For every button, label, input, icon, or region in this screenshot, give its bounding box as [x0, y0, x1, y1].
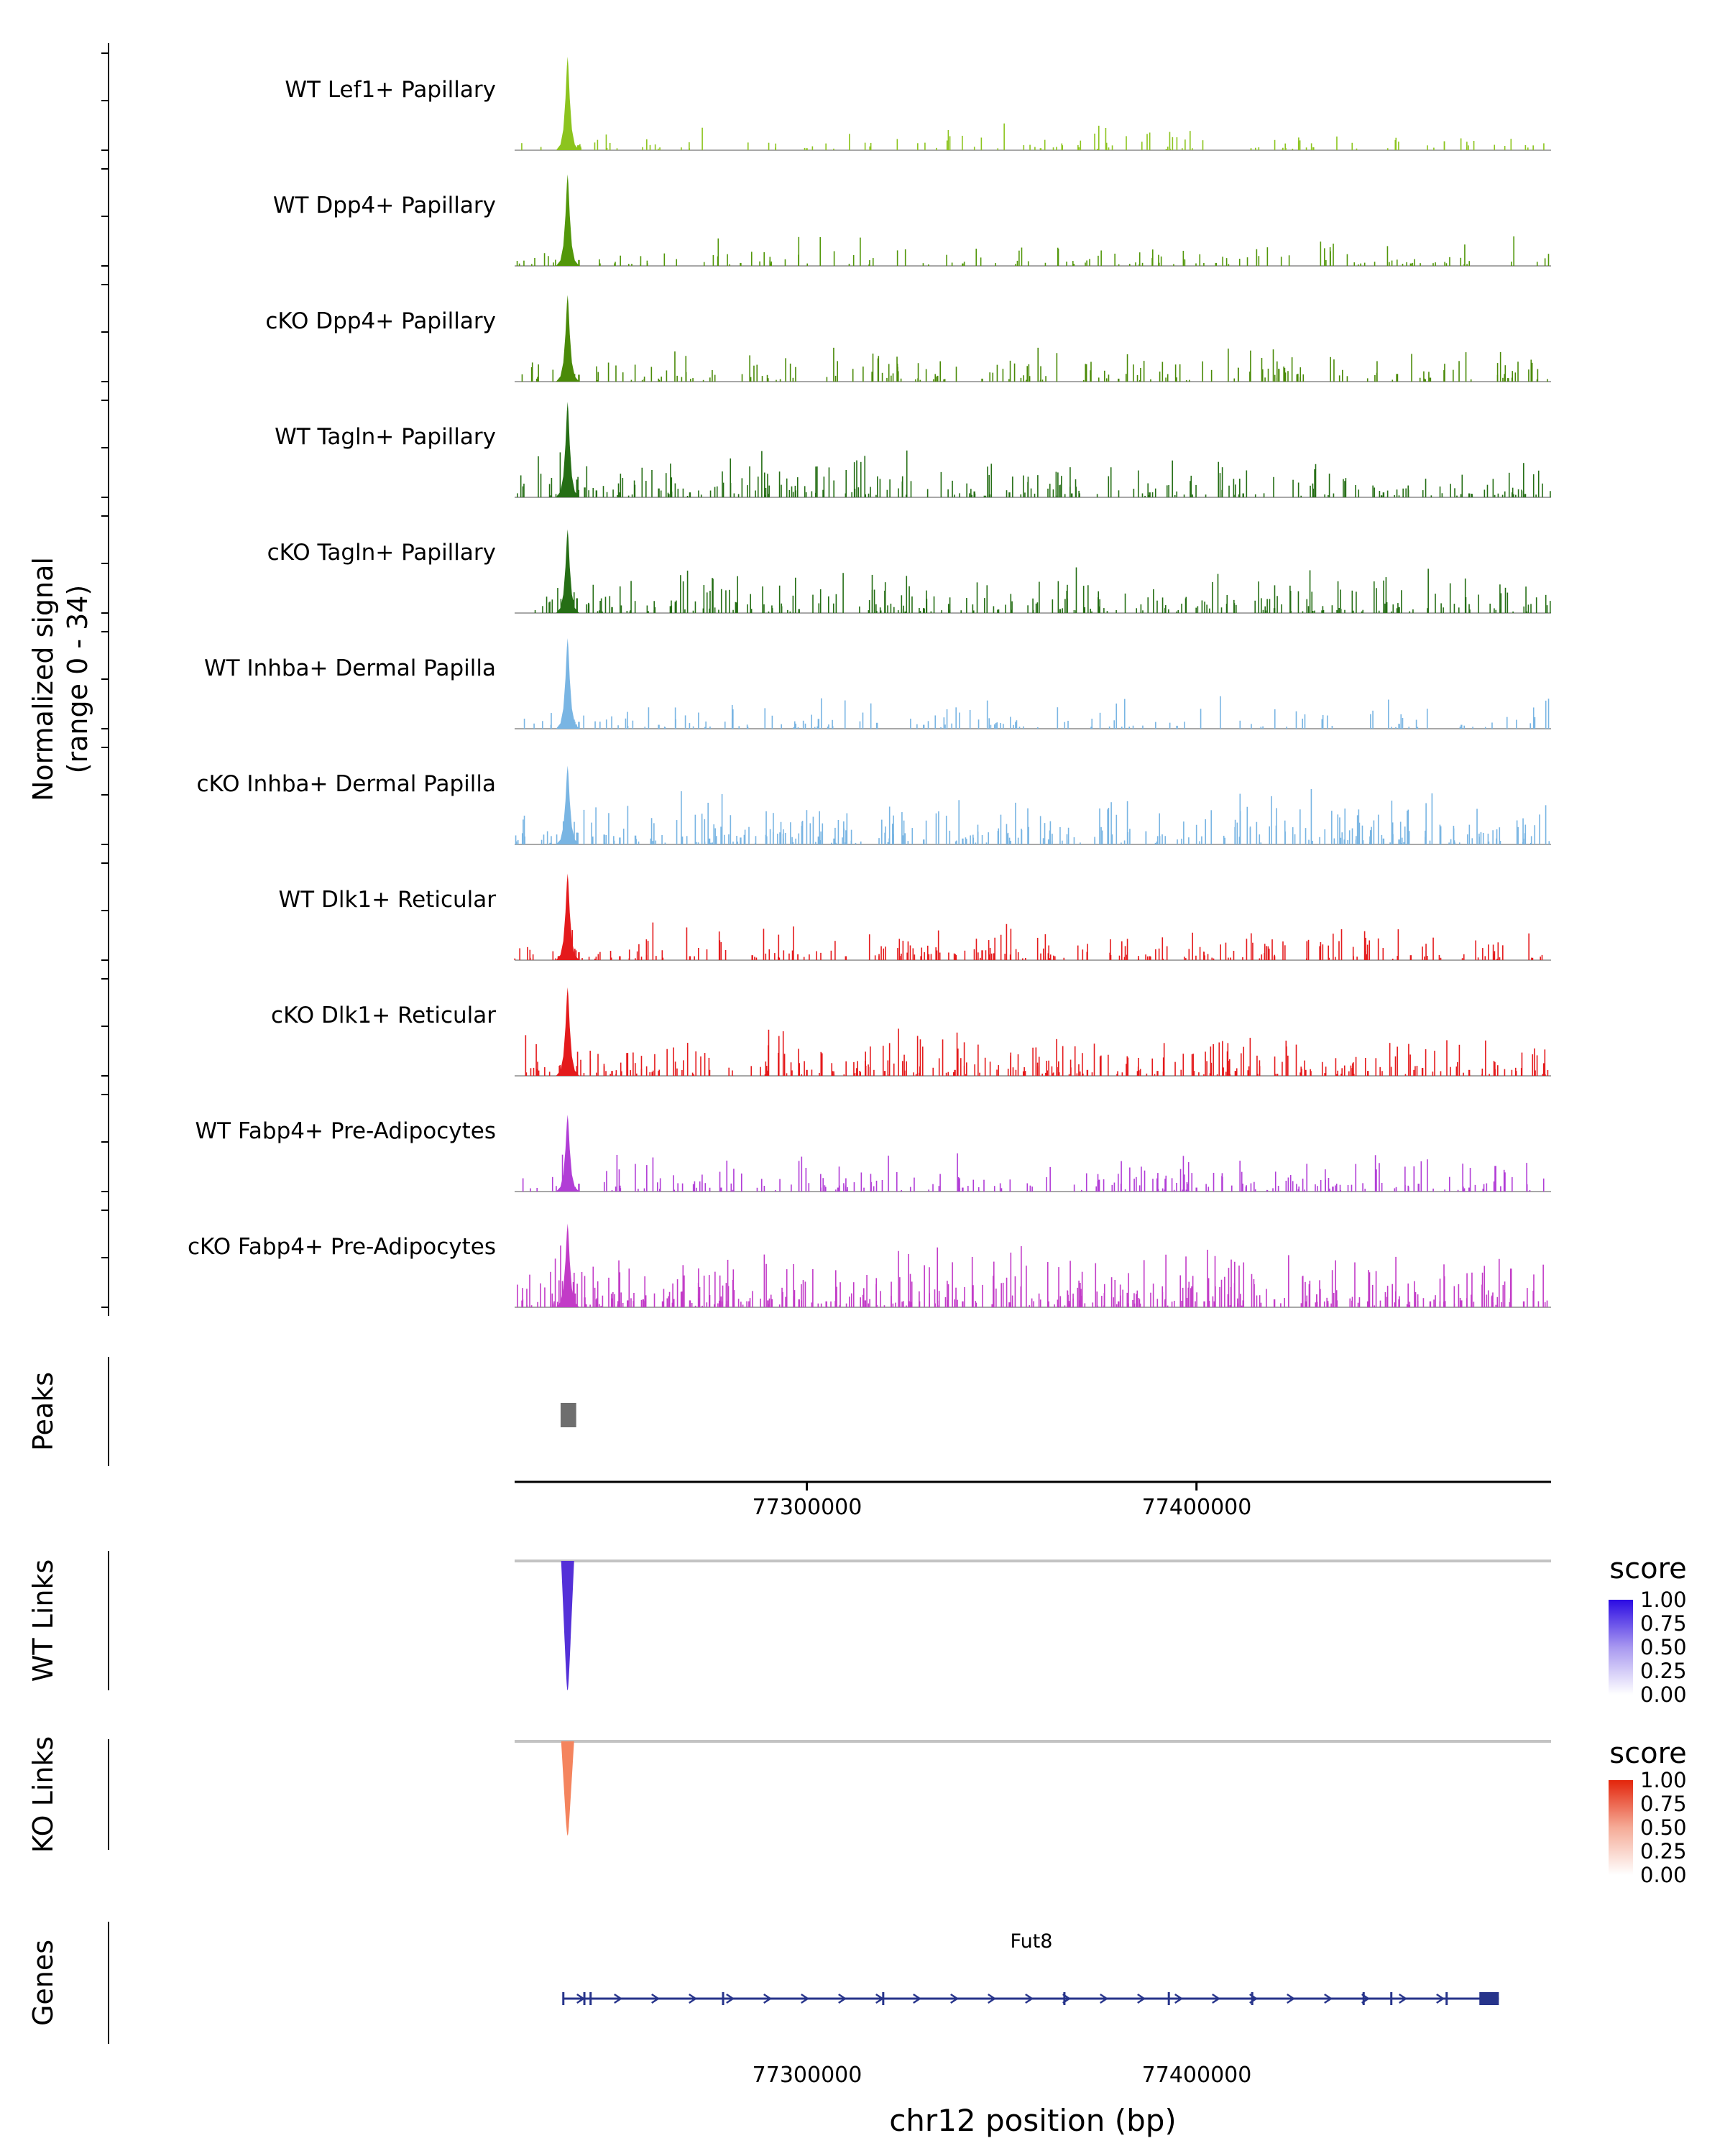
legend-tick-label: 0.75	[1640, 1792, 1687, 1816]
wt-links-section-label: WT Links	[27, 1559, 59, 1682]
legend-tick-label: 0.50	[1640, 1635, 1687, 1659]
legend-tick-label: 0.50	[1640, 1815, 1687, 1840]
wt-score-legend-title: score	[1609, 1552, 1687, 1585]
track-label-cko-dpp4: cKO Dpp4+ Papillary	[265, 308, 496, 334]
track-label-cko-tagln: cKO Tagln+ Papillary	[267, 540, 496, 566]
ko-links-section-label: KO Links	[27, 1736, 59, 1853]
track-label-wt-dpp4: WT Dpp4+ Papillary	[272, 193, 496, 218]
track-label-cko-dlk1: cKO Dlk1+ Reticular	[271, 1003, 496, 1028]
track-label-wt-inhba: WT Inhba+ Dermal Papilla	[204, 655, 496, 681]
legend-tick-label: 1.00	[1640, 1768, 1687, 1792]
track-label-wt-fabp4: WT Fabp4+ Pre-Adipocytes	[195, 1118, 497, 1144]
ko-score-legend-title: score	[1609, 1737, 1687, 1770]
x-tick-label-77300000: 77300000	[752, 1495, 862, 1520]
x-tick-label-77300000-bottom: 77300000	[752, 2063, 862, 2088]
x-axis-title: chr12 position (bp)	[889, 2103, 1177, 2138]
genes-section-label: Genes	[27, 1939, 59, 2027]
legend-tick-label: 0.25	[1640, 1659, 1687, 1683]
ko-score-legend-gradient	[1609, 1780, 1633, 1875]
track-label-wt-lef1: WT Lef1+ Papillary	[285, 77, 496, 103]
gene-name-label: Fut8	[1010, 1930, 1053, 1953]
x-tick-label-77400000-bottom: 77400000	[1141, 2063, 1252, 2088]
legend-tick-label: 0.00	[1640, 1682, 1687, 1707]
legend-tick-label: 0.75	[1640, 1611, 1687, 1636]
legend-tick-label: 1.00	[1640, 1588, 1687, 1612]
track-label-wt-tagln: WT Tagln+ Papillary	[275, 424, 496, 450]
track-label-cko-inhba: cKO Inhba+ Dermal Papilla	[196, 771, 497, 797]
track-label-cko-fabp4: cKO Fabp4+ Pre-Adipocytes	[188, 1234, 496, 1260]
legend-tick-label: 0.25	[1640, 1839, 1687, 1864]
wt-score-legend-gradient	[1609, 1600, 1633, 1695]
track-label-wt-dlk1: WT Dlk1+ Reticular	[278, 887, 496, 913]
peaks-section-label: Peaks	[27, 1371, 59, 1452]
x-tick-label-77400000: 77400000	[1141, 1495, 1252, 1520]
legend-tick-label: 0.00	[1640, 1863, 1687, 1887]
